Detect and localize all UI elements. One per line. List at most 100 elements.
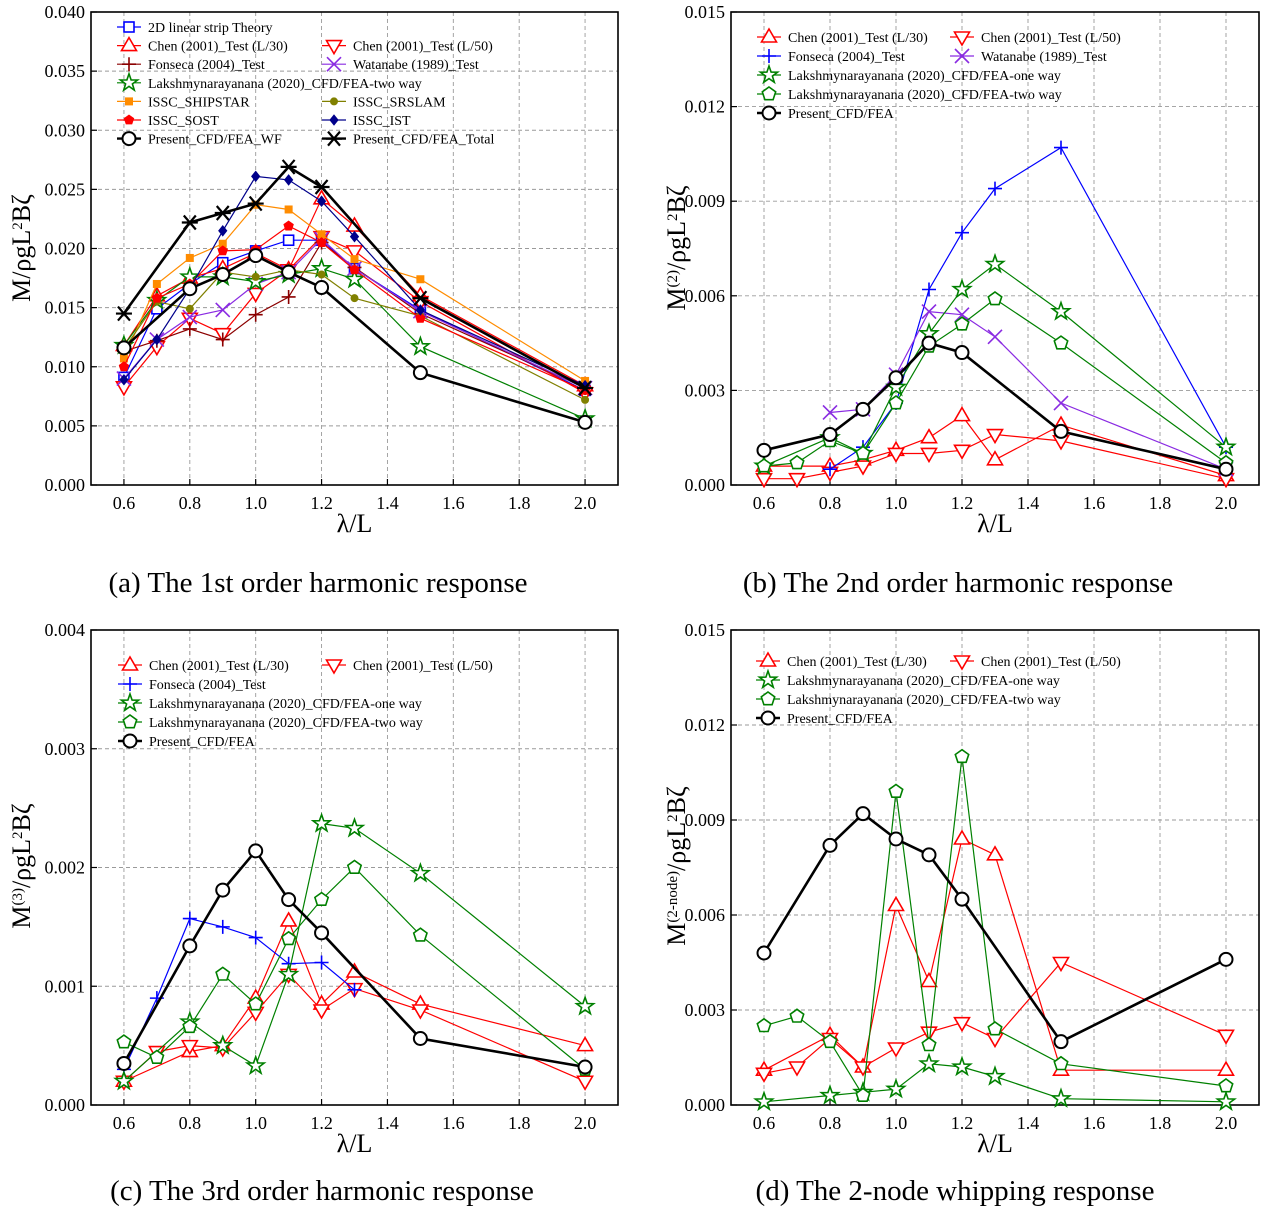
x-tick-label: 1.6 xyxy=(1083,1113,1106,1133)
data-point xyxy=(214,205,231,221)
data-point xyxy=(788,1061,806,1077)
data-point xyxy=(984,1065,1006,1086)
data-point xyxy=(346,859,363,875)
data-point xyxy=(789,454,805,470)
legend-marker xyxy=(326,130,342,147)
x-tick-label: 1.0 xyxy=(244,1113,267,1133)
data-point xyxy=(281,930,297,946)
panel-caption: (c) The 3rd order harmonic response xyxy=(110,1175,534,1207)
data-point xyxy=(279,911,298,927)
data-point xyxy=(953,444,971,460)
legend: Chen (2001)_Test (L/30) Chen (2001)_Test … xyxy=(757,27,1121,122)
data-point xyxy=(920,428,938,444)
data-point xyxy=(887,1042,905,1058)
series-line xyxy=(123,973,586,1082)
data-point xyxy=(953,406,971,422)
data-point xyxy=(349,264,360,275)
y-tick-label: 0.001 xyxy=(45,976,86,996)
data-point xyxy=(215,302,231,318)
x-tick-label: 2.0 xyxy=(574,1113,597,1133)
x-tick-label: 1.6 xyxy=(442,493,465,513)
data-point xyxy=(347,982,362,997)
data-point xyxy=(822,427,838,443)
legend-label: Lakshmynarayanana (2020)_CFD/FEA-one way xyxy=(788,69,1061,84)
legend-label: Chen (2001)_Test (L/50) xyxy=(981,31,1121,46)
data-point xyxy=(577,414,593,430)
series-line xyxy=(122,848,586,1069)
legend-marker xyxy=(122,733,138,749)
series-1 xyxy=(755,428,1235,489)
data-point xyxy=(954,891,970,907)
plot-frame xyxy=(730,11,1260,486)
data-point xyxy=(756,458,772,473)
data-point xyxy=(888,783,904,799)
legend: Chen (2001)_Test (L/30) Chen (2001)_Test … xyxy=(756,651,1121,727)
data-point xyxy=(251,170,261,183)
data-point xyxy=(951,1055,973,1077)
y-axis-label: M(3)/ρgL2Bζ xyxy=(7,803,36,929)
data-point xyxy=(822,404,838,421)
y-tick-label: 0.003 xyxy=(685,380,726,400)
data-point xyxy=(215,919,230,934)
data-point xyxy=(247,195,264,212)
data-point xyxy=(755,1067,773,1083)
data-point xyxy=(855,1087,871,1102)
data-point xyxy=(887,895,905,912)
data-point xyxy=(248,843,264,859)
legend-marker xyxy=(953,655,971,671)
series-line xyxy=(764,433,1227,480)
data-point xyxy=(218,224,228,237)
legend-label: Present_CFD/FEA_Total xyxy=(353,133,494,148)
data-point xyxy=(277,962,300,984)
data-point xyxy=(855,445,871,460)
legend-label: Chen (2001)_Test (L/50) xyxy=(981,655,1121,670)
data-point xyxy=(317,270,326,279)
x-tick-label: 1.2 xyxy=(310,1113,333,1133)
data-point xyxy=(918,1052,940,1074)
legend-marker xyxy=(325,659,343,675)
data-point xyxy=(316,237,327,247)
series-line xyxy=(123,225,586,391)
y-tick-label: 0.003 xyxy=(685,1000,726,1020)
y-tick-label: 0.015 xyxy=(45,298,86,318)
y-tick-label: 0.040 xyxy=(45,2,86,22)
data-point xyxy=(313,891,330,907)
data-point xyxy=(181,214,198,231)
data-point xyxy=(1050,1087,1072,1108)
data-point xyxy=(182,309,198,325)
chart-panel-b: 0.6 0.8 1.0 1.2 1.4 1.6 1.8 2.0 0.000 0.003 0.006 0… xyxy=(662,2,1260,599)
y-tick-label: 0.020 xyxy=(45,239,86,259)
data-point xyxy=(887,447,905,464)
data-point xyxy=(822,1033,838,1049)
panel-caption: (b) The 2nd order harmonic response xyxy=(743,567,1173,599)
x-tick-label: 2.0 xyxy=(1215,1113,1238,1133)
data-point xyxy=(755,472,773,489)
legend-marker xyxy=(758,63,780,85)
y-tick-label: 0.006 xyxy=(685,905,726,925)
data-point xyxy=(1218,951,1234,967)
data-point xyxy=(576,1036,594,1052)
data-point xyxy=(350,294,359,303)
data-point xyxy=(954,345,970,361)
data-point xyxy=(116,340,132,356)
data-point xyxy=(317,230,326,239)
x-tick-label: 0.6 xyxy=(113,493,136,513)
x-tick-label: 0.8 xyxy=(819,1113,842,1133)
panel-caption: (d) The 2-node whipping response xyxy=(756,1175,1155,1207)
data-point xyxy=(248,996,264,1011)
legend-label: Fonseca (2004)_Test xyxy=(149,678,266,693)
y-tick-label: 0.010 xyxy=(45,357,86,377)
data-point xyxy=(215,332,230,347)
legend-label: Present_CFD/FEA_WF xyxy=(148,133,282,148)
legend: 2D linear strip Theory Chen (2001)_Test (… xyxy=(117,21,494,148)
data-point xyxy=(409,861,432,883)
data-point xyxy=(345,245,364,261)
legend-label: Lakshmynarayanana (2020)_CFD/FEA-one way xyxy=(787,674,1060,689)
data-point xyxy=(284,205,293,214)
data-point xyxy=(955,225,969,240)
y-tick-label: 0.000 xyxy=(45,475,86,495)
x-tick-label: 1.6 xyxy=(1083,493,1106,513)
data-point xyxy=(415,312,426,323)
data-point xyxy=(1217,1029,1235,1045)
y-axis-label: M(2-node)/ρgL2Bζ xyxy=(662,786,691,946)
